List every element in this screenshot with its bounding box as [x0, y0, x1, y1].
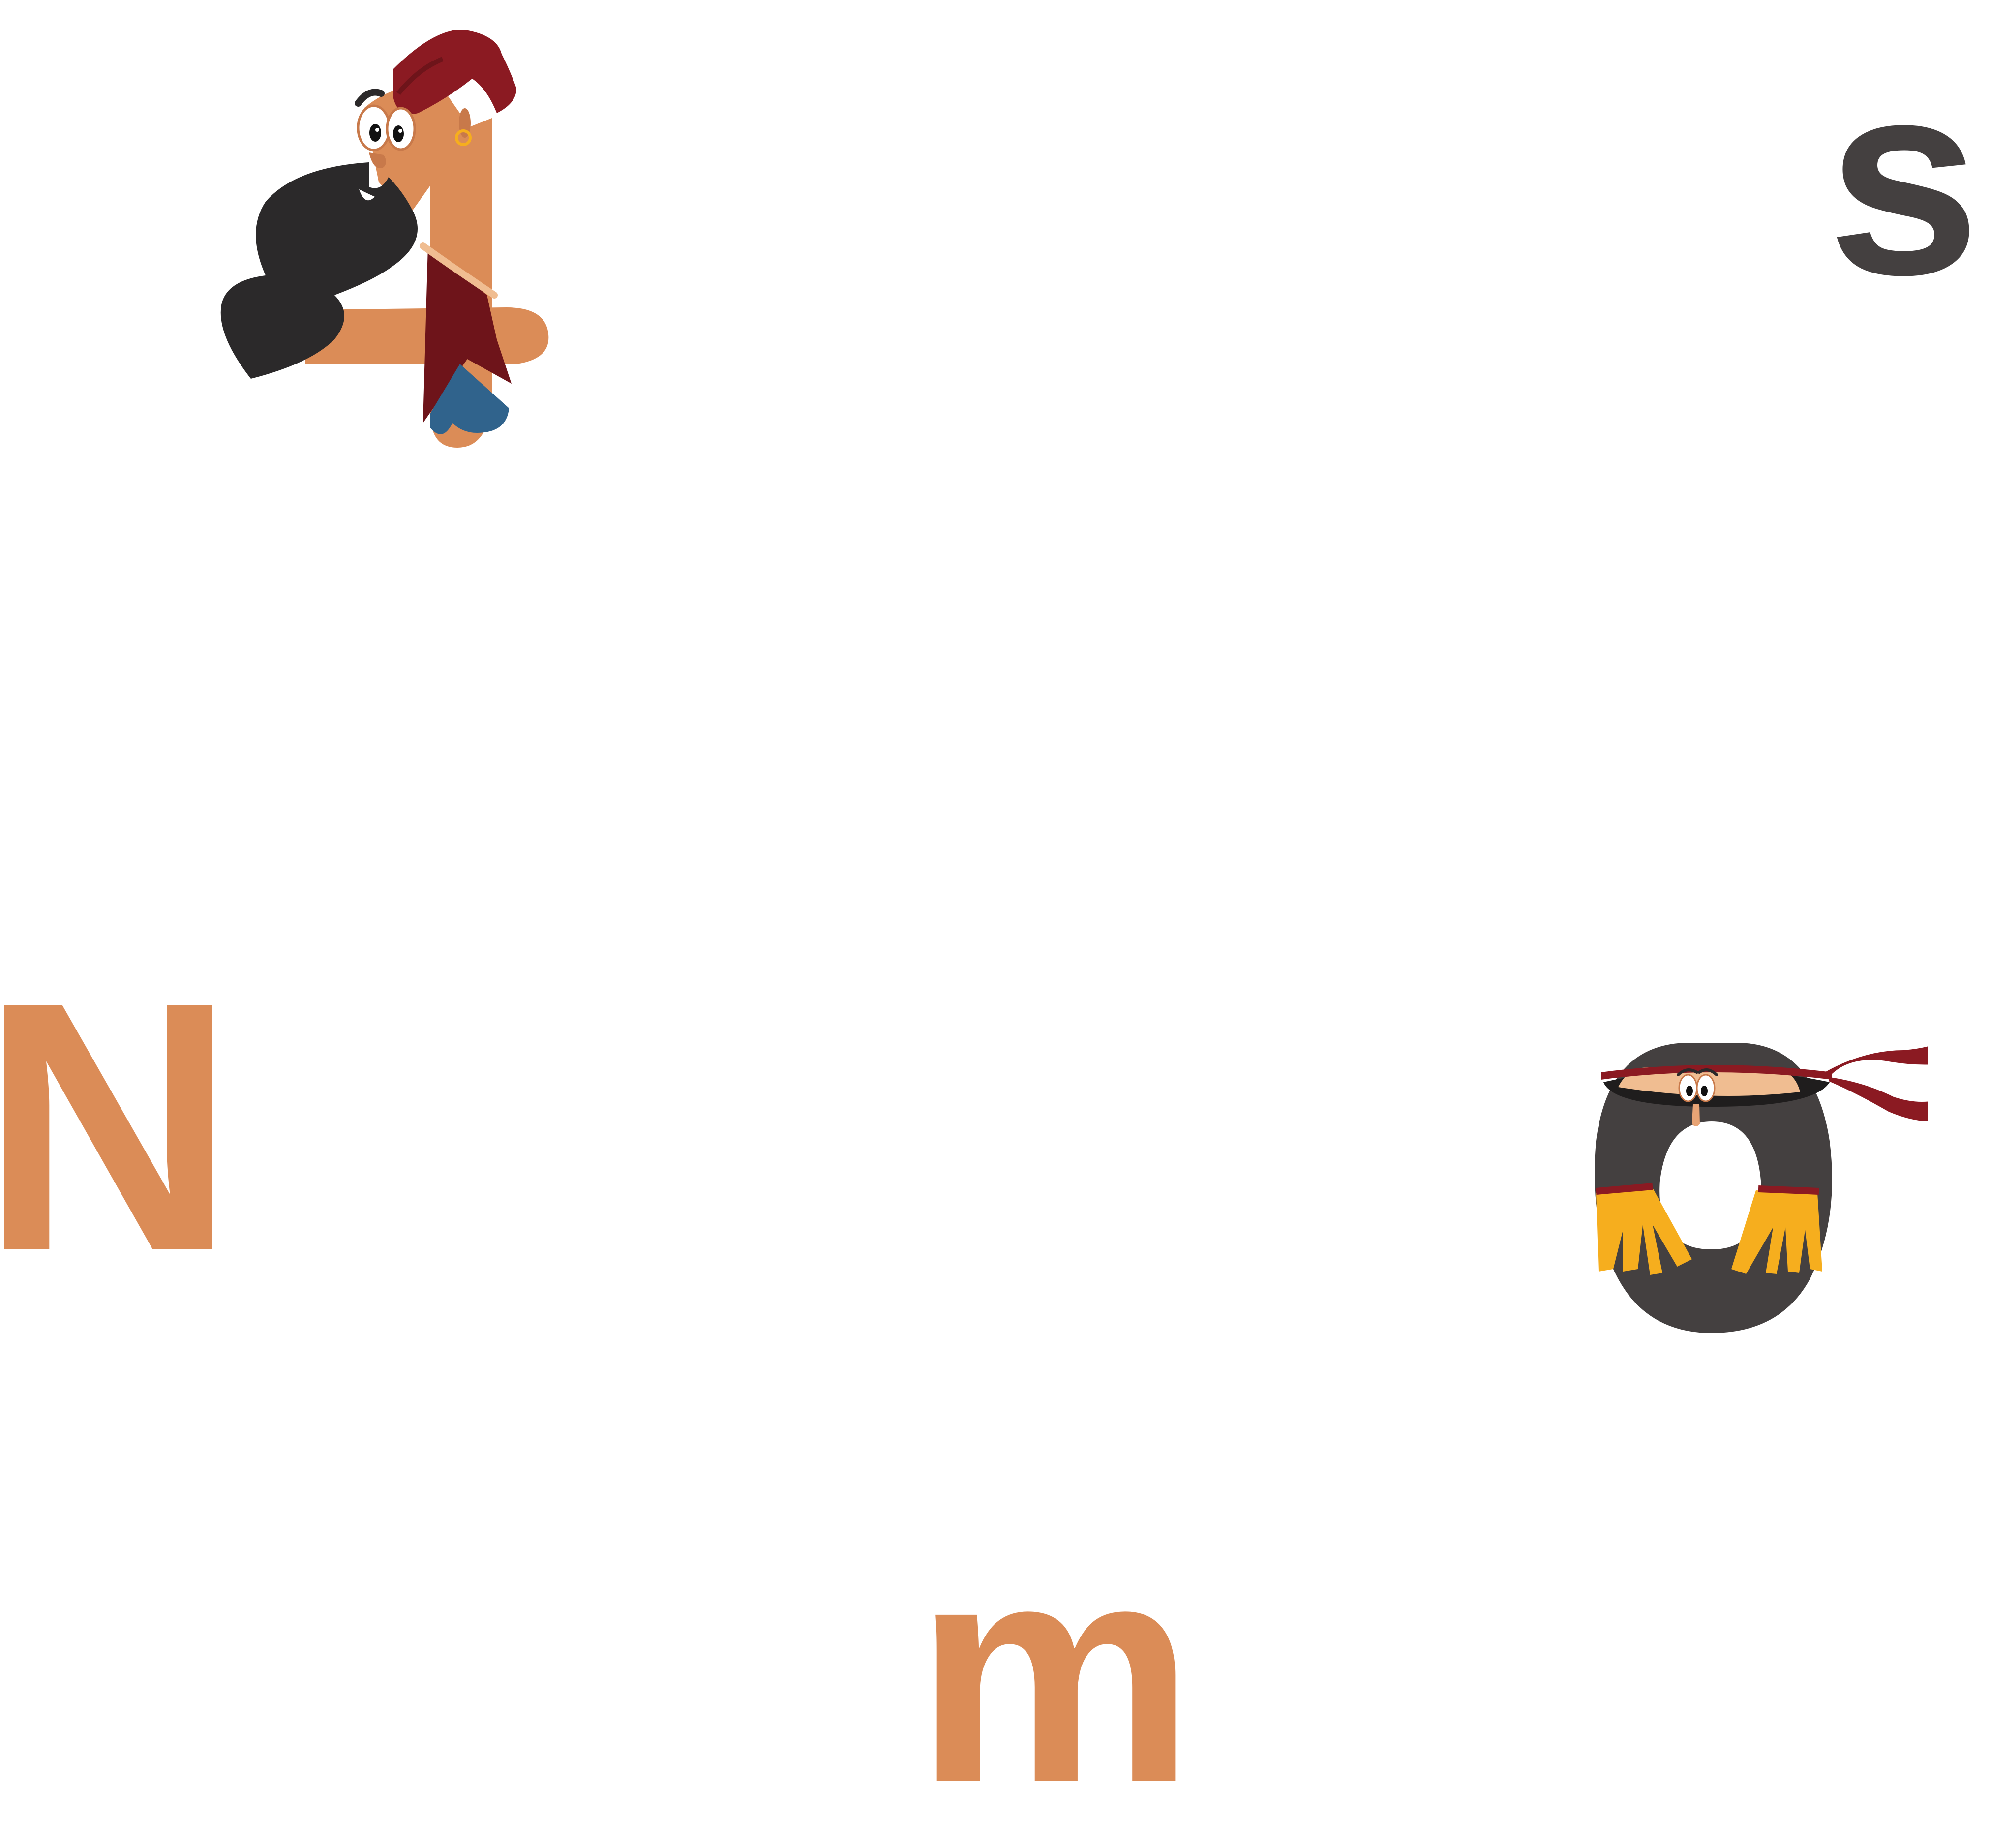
- bearded-turban-man-number-four-icon: [220, 30, 549, 448]
- ninja-headband-letter-o-icon: [1595, 1043, 1928, 1333]
- letter-m: m: [915, 1496, 1195, 1848]
- letter-s: s: [1827, 24, 1981, 332]
- canvas: s N m: [0, 24, 1981, 1830]
- letter-n: N: [0, 928, 236, 1324]
